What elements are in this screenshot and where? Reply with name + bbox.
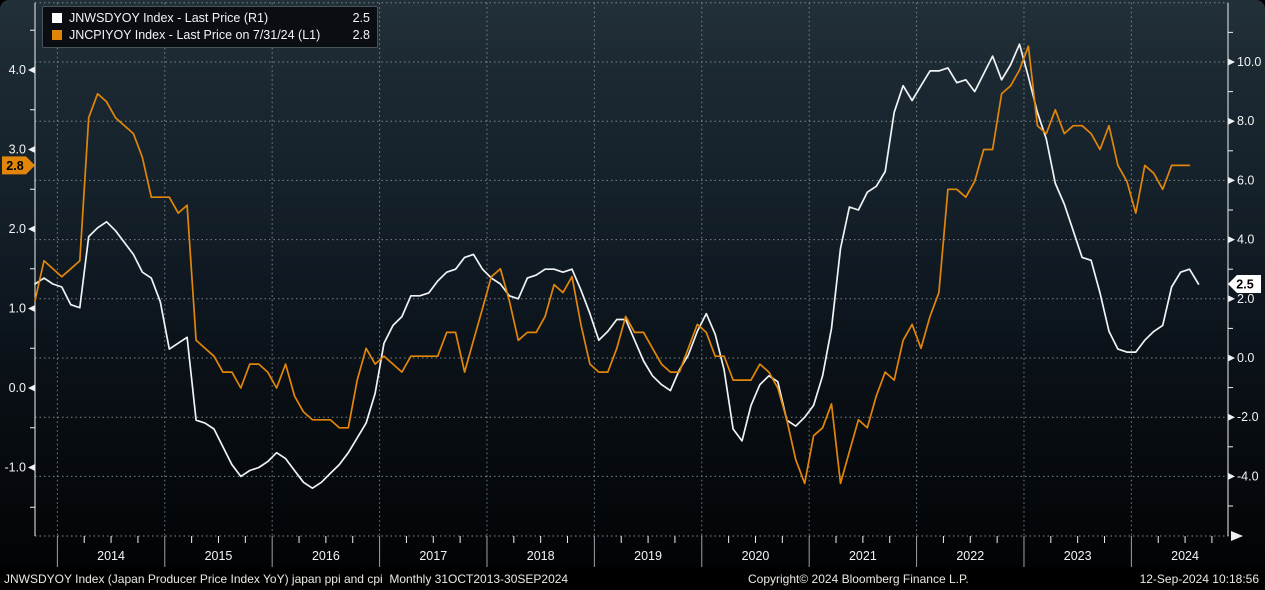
legend-label-jncpiyoy: JNCPIYOY Index - Last Price on 7/31/24 (… — [69, 28, 321, 42]
footer-chart-description: JNWSDYOY Index (Japan Producer Price Ind… — [4, 572, 569, 586]
right-tick-arrow-icon — [1228, 472, 1235, 480]
x-axis-year-label: 2017 — [419, 549, 447, 563]
footer-timestamp: 12-Sep-2024 10:18:56 — [1139, 572, 1259, 586]
legend-label-jnwsdyoy: JNWSDYOY Index - Last Price (R1) — [69, 11, 269, 25]
left-tick-arrow-icon — [28, 384, 35, 392]
x-axis-year-label: 2019 — [634, 549, 662, 563]
x-axis-year-label: 2020 — [742, 549, 770, 563]
right-tick-arrow-icon — [1228, 354, 1235, 362]
right-tick-arrow-icon — [1228, 58, 1235, 66]
left-axis-tick-label: 1.0 — [9, 302, 26, 316]
left-axis-tick-label: 4.0 — [9, 63, 26, 77]
right-tick-arrow-icon — [1228, 413, 1235, 421]
left-axis-last-value-badge: 2.8 — [2, 156, 35, 175]
x-axis-year-label: 2022 — [956, 549, 984, 563]
left-tick-arrow-icon — [28, 305, 35, 312]
right-axis: 10.0 8.0 6.0 4.0 2.0 0.0 -2.0 -4.0 — [1228, 31, 1261, 507]
right-axis-tick-label: -2.0 — [1237, 410, 1259, 424]
legend-value-jncpiyoy: 2.8 — [352, 28, 370, 42]
footer-copyright: Copyright© 2024 Bloomberg Finance L.P. — [748, 572, 969, 586]
series-line-jncpiyoy — [34, 45, 1191, 485]
x-axis-year-label: 2016 — [312, 549, 340, 563]
x-axis — [35, 531, 1243, 568]
right-axis-tick-label: 4.0 — [1237, 233, 1254, 247]
legend-item-jnwsdyoy[interactable]: JNWSDYOY Index - Last Price (R1) 2.5 — [52, 10, 370, 26]
vertical-gridlines — [56, 2, 1132, 536]
right-axis-tick-label: 6.0 — [1237, 173, 1254, 187]
left-tick-arrow-icon — [28, 146, 35, 153]
right-axis-last-value-badge: 2.5 — [1228, 275, 1261, 293]
x-axis-arrow-icon — [1231, 531, 1243, 541]
left-badge-shape — [2, 156, 35, 175]
left-badge-value: 2.8 — [6, 159, 23, 173]
legend-value-jnwsdyoy: 2.5 — [352, 11, 370, 25]
left-axis-tick-label: 3.0 — [9, 143, 26, 157]
right-tick-arrow-icon — [1228, 176, 1235, 184]
right-tick-arrow-icon — [1228, 295, 1235, 303]
chart-legend: JNWSDYOY Index - Last Price (R1) 2.5 JNC… — [42, 6, 378, 48]
right-axis-tick-label: 8.0 — [1237, 114, 1254, 128]
left-axis-tick-label: -1.0 — [4, 461, 26, 475]
x-axis-year-label: 2024 — [1171, 549, 1199, 563]
left-axis: 4.0 3.0 2.0 1.0 0.0 -1.0 — [4, 29, 35, 508]
left-axis-tick-label: 0.0 — [9, 381, 26, 395]
legend-item-jncpiyoy[interactable]: JNCPIYOY Index - Last Price on 7/31/24 (… — [52, 27, 370, 43]
series-swatch-jncpiyoy — [52, 30, 62, 40]
left-axis-tick-label: 2.0 — [9, 222, 26, 236]
left-tick-arrow-icon — [28, 464, 35, 471]
series-line-jnwsdyoy — [34, 43, 1200, 490]
right-axis-tick-label: 10.0 — [1237, 55, 1261, 69]
right-badge-shape — [1228, 275, 1261, 293]
right-tick-arrow-icon — [1228, 117, 1235, 125]
left-tick-arrow-icon — [28, 66, 35, 74]
footer-bar: JNWSDYOY Index (Japan Producer Price Ind… — [0, 567, 1265, 590]
x-axis-year-label: 2014 — [97, 549, 125, 563]
series-swatch-jnwsdyoy — [52, 13, 62, 23]
year-labels: 2014 2015 2016 2017 2018 2019 2020 2021 2022 2023… — [97, 549, 1199, 563]
horizontal-gridlines — [35, 2, 1228, 477]
x-axis-year-label: 2023 — [1064, 549, 1092, 563]
right-tick-arrow-icon — [1228, 236, 1235, 244]
right-axis-tick-label: 0.0 — [1237, 351, 1254, 365]
x-axis-year-label: 2015 — [205, 549, 233, 563]
right-axis-tick-label: 2.0 — [1237, 292, 1254, 306]
x-axis-year-label: 2021 — [849, 549, 877, 563]
x-axis-year-label: 2018 — [527, 549, 555, 563]
left-tick-arrow-icon — [28, 225, 35, 233]
right-badge-value: 2.5 — [1236, 278, 1253, 292]
right-axis-tick-label: -4.0 — [1237, 469, 1259, 483]
